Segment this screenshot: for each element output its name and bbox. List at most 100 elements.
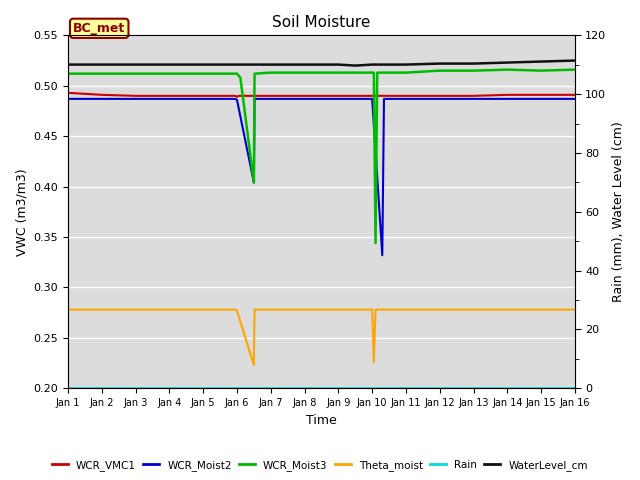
WCR_Moist3 [571, 67, 579, 72]
WCR_Moist3 [402, 70, 410, 75]
Theta_moist [368, 307, 376, 312]
WCR_Moist2 [504, 96, 511, 102]
WCR_Moist3 [232, 71, 239, 76]
WCR_Moist2 [250, 180, 258, 185]
WCR_Moist3 [370, 70, 378, 75]
WCR_Moist3 [385, 70, 393, 75]
WCR_Moist3 [251, 71, 259, 76]
WCR_VMC1 [470, 93, 477, 99]
Theta_moist [537, 307, 545, 312]
Theta_moist [199, 307, 207, 312]
WaterLevel_cm [233, 62, 241, 68]
WCR_Moist2 [64, 96, 72, 102]
WaterLevel_cm [335, 62, 342, 68]
WaterLevel_cm [402, 62, 410, 68]
WaterLevel_cm [504, 60, 511, 65]
Theta_moist [335, 307, 342, 312]
WaterLevel_cm [166, 62, 173, 68]
WCR_Moist3 [199, 71, 207, 76]
Theta_moist [504, 307, 511, 312]
WaterLevel_cm [351, 63, 359, 69]
WCR_VMC1 [368, 93, 376, 99]
WCR_Moist3 [237, 75, 244, 81]
WaterLevel_cm [235, 62, 243, 68]
WCR_Moist3 [98, 71, 106, 76]
Line: WCR_Moist3: WCR_Moist3 [68, 70, 575, 243]
WCR_VMC1 [401, 93, 408, 99]
WaterLevel_cm [385, 62, 393, 68]
WCR_Moist2 [402, 96, 410, 102]
WCR_Moist2 [368, 96, 376, 102]
WCR_Moist2 [199, 96, 207, 102]
WCR_Moist3 [373, 70, 381, 75]
WCR_Moist2 [233, 97, 241, 103]
WCR_Moist3 [267, 70, 275, 75]
WCR_VMC1 [504, 92, 511, 98]
X-axis label: Time: Time [306, 414, 337, 427]
WaterLevel_cm [470, 60, 477, 66]
Legend: WCR_VMC1, WCR_Moist2, WCR_Moist3, Theta_moist, Rain, WaterLevel_cm: WCR_VMC1, WCR_Moist2, WCR_Moist3, Theta_… [48, 456, 592, 475]
WCR_Moist2 [470, 96, 477, 102]
Line: WCR_VMC1: WCR_VMC1 [68, 93, 575, 97]
WaterLevel_cm [250, 62, 258, 68]
WCR_Moist2 [335, 96, 342, 102]
WCR_VMC1 [301, 93, 308, 99]
WCR_VMC1 [436, 93, 444, 99]
Title: Soil Moisture: Soil Moisture [272, 15, 371, 30]
WCR_Moist2 [267, 96, 275, 102]
WCR_VMC1 [232, 93, 239, 99]
WaterLevel_cm [132, 62, 140, 68]
WCR_Moist2 [232, 96, 239, 102]
WaterLevel_cm [537, 59, 545, 64]
WCR_Moist2 [392, 96, 399, 102]
WaterLevel_cm [267, 62, 275, 68]
WaterLevel_cm [64, 62, 72, 68]
WCR_Moist2 [378, 252, 386, 258]
WCR_VMC1 [267, 93, 275, 99]
WCR_Moist3 [372, 240, 380, 246]
WCR_Moist3 [64, 71, 72, 76]
WCR_Moist2 [436, 96, 444, 102]
WCR_Moist3 [301, 70, 308, 75]
WCR_Moist2 [166, 96, 173, 102]
WCR_Moist2 [537, 96, 545, 102]
WCR_VMC1 [233, 94, 241, 100]
WaterLevel_cm [199, 62, 207, 68]
Theta_moist [232, 307, 239, 312]
WCR_Moist3 [368, 70, 376, 75]
WCR_Moist3 [504, 67, 511, 72]
WCR_VMC1 [64, 90, 72, 96]
Theta_moist [233, 308, 241, 313]
Text: BC_met: BC_met [73, 22, 125, 35]
WaterLevel_cm [98, 62, 106, 68]
WCR_Moist3 [132, 71, 140, 76]
Y-axis label: Rain (mm), Water Level (cm): Rain (mm), Water Level (cm) [612, 121, 625, 302]
Theta_moist [267, 307, 275, 312]
Theta_moist [250, 362, 258, 368]
WCR_Moist3 [250, 180, 258, 185]
Theta_moist [132, 307, 140, 312]
WCR_Moist2 [380, 96, 388, 102]
WaterLevel_cm [368, 62, 376, 68]
WCR_Moist2 [301, 96, 308, 102]
Theta_moist [402, 307, 410, 312]
WCR_VMC1 [571, 92, 579, 98]
WCR_VMC1 [98, 92, 106, 98]
Theta_moist [98, 307, 106, 312]
Theta_moist [571, 307, 579, 312]
Line: WaterLevel_cm: WaterLevel_cm [68, 60, 575, 66]
WaterLevel_cm [571, 58, 579, 63]
Theta_moist [64, 307, 72, 312]
WaterLevel_cm [301, 62, 308, 68]
WCR_Moist2 [98, 96, 106, 102]
WCR_Moist2 [132, 96, 140, 102]
Line: WCR_Moist2: WCR_Moist2 [68, 99, 575, 255]
WCR_VMC1 [402, 93, 410, 99]
Theta_moist [370, 359, 378, 365]
WCR_VMC1 [368, 93, 376, 99]
WaterLevel_cm [232, 62, 239, 68]
WCR_Moist3 [470, 68, 477, 73]
Theta_moist [470, 307, 477, 312]
WCR_VMC1 [199, 93, 207, 99]
WCR_VMC1 [166, 93, 173, 99]
